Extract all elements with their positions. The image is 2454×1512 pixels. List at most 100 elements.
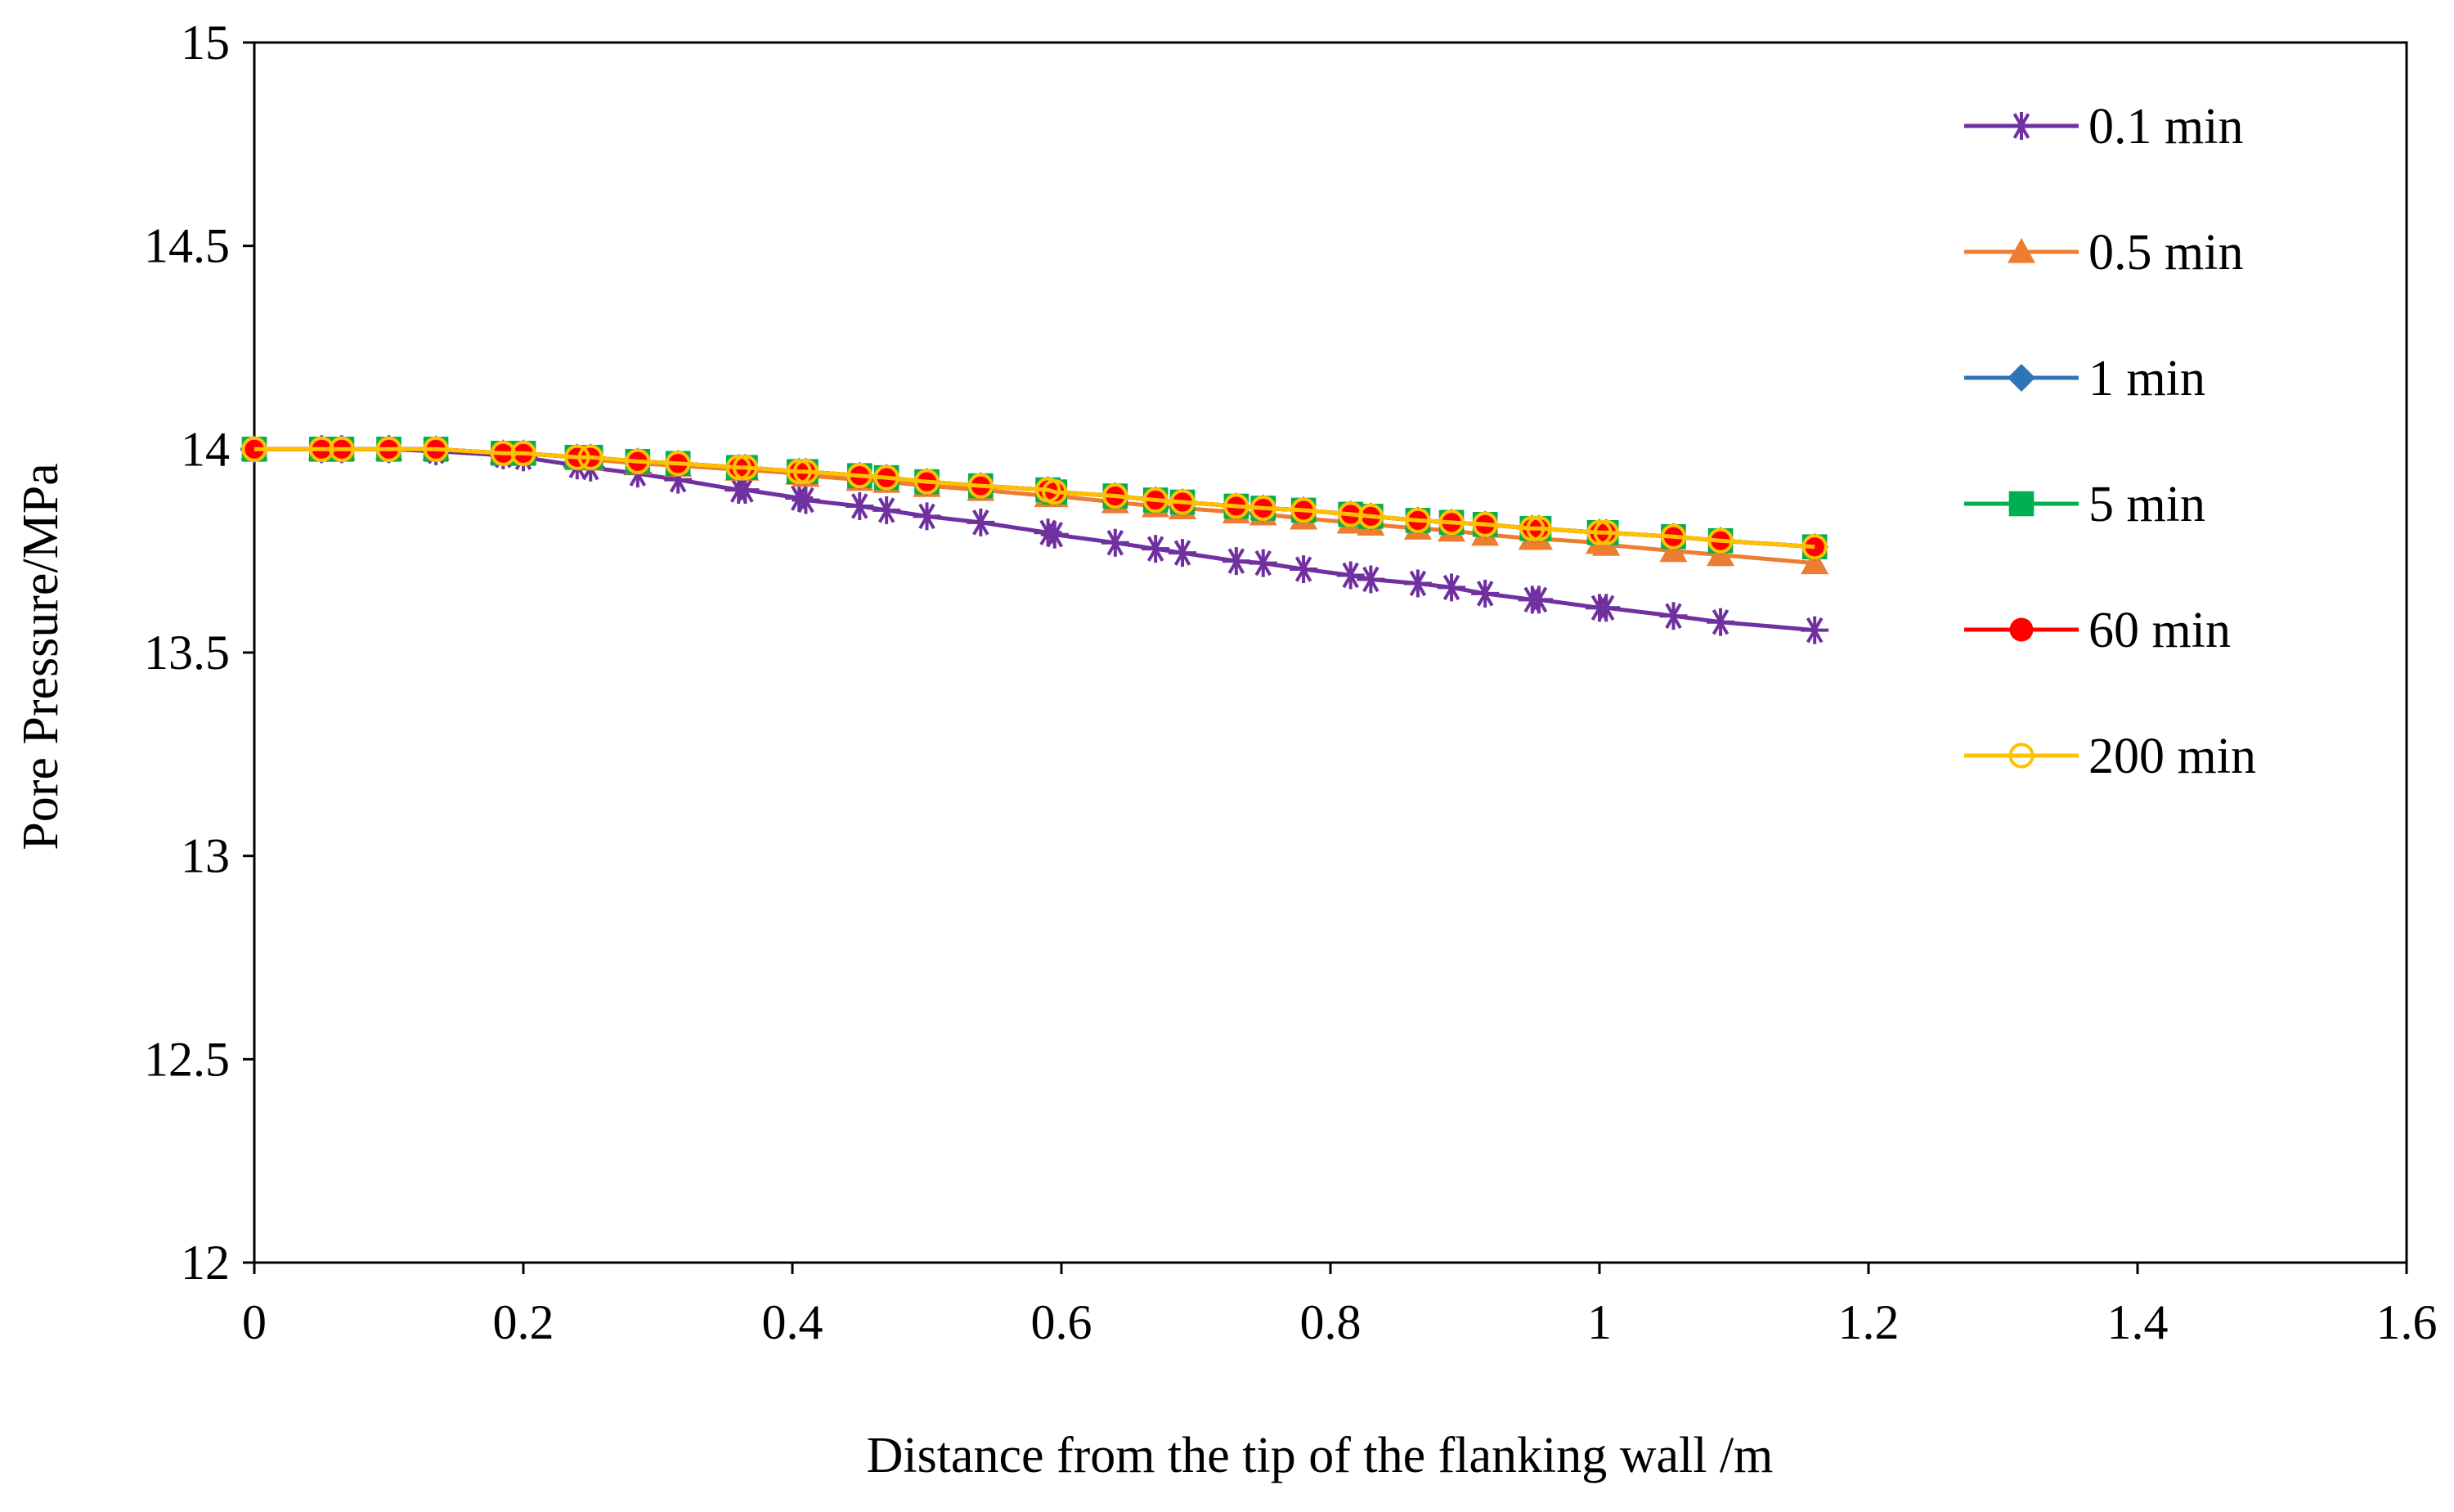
data-point bbox=[1519, 515, 1546, 541]
data-point bbox=[1438, 573, 1466, 602]
y-tick-label: 13.5 bbox=[144, 626, 230, 680]
open-circle-shape bbox=[308, 436, 334, 462]
legend-marker bbox=[2008, 112, 2035, 140]
open-circle-shape bbox=[1472, 511, 1498, 537]
data-point bbox=[1801, 534, 1828, 560]
series-200-min bbox=[241, 436, 1828, 560]
open-circle-shape bbox=[967, 473, 994, 499]
legend-item: 5 min bbox=[1964, 477, 2205, 532]
data-point bbox=[913, 502, 941, 531]
open-circle-shape bbox=[1290, 497, 1317, 523]
y-tick-label: 14.5 bbox=[144, 219, 230, 273]
open-circle-shape bbox=[846, 463, 873, 489]
data-point bbox=[725, 455, 751, 481]
data-point bbox=[1438, 509, 1465, 536]
open-circle-shape bbox=[375, 436, 402, 462]
x-tick-label: 1.4 bbox=[2107, 1295, 2169, 1349]
open-circle-shape bbox=[1519, 515, 1546, 541]
data-point bbox=[1040, 520, 1069, 549]
legend-item: 0.1 min bbox=[1964, 99, 2243, 155]
square-shape bbox=[2008, 491, 2035, 517]
data-point bbox=[1169, 539, 1197, 568]
legend-item: 60 min bbox=[1964, 603, 2231, 658]
legend-item: 0.5 min bbox=[1964, 225, 2243, 280]
open-circle-shape bbox=[490, 440, 516, 466]
legend-marker bbox=[2009, 617, 2034, 642]
legend: 0.1 min 0.5 min 1 min 5 min 60 min 200 min bbox=[1964, 99, 2256, 784]
legend-label: 0.5 min bbox=[2088, 225, 2243, 280]
data-point bbox=[786, 459, 812, 485]
data-point bbox=[1403, 569, 1432, 598]
legend-label: 60 min bbox=[2088, 603, 2231, 658]
data-point bbox=[1101, 528, 1129, 557]
triangle-shape bbox=[1801, 549, 1829, 575]
data-point bbox=[1801, 549, 1829, 575]
data-point bbox=[967, 473, 994, 499]
x-tick-label: 0.2 bbox=[493, 1295, 554, 1349]
open-circle-shape bbox=[577, 444, 603, 470]
open-circle-shape bbox=[1250, 495, 1276, 522]
data-point bbox=[1250, 495, 1276, 522]
data-point bbox=[1336, 561, 1365, 590]
open-circle-shape bbox=[1338, 501, 1364, 527]
open-circle-shape bbox=[625, 448, 651, 474]
y-tick-label: 13 bbox=[181, 829, 230, 883]
open-circle-shape bbox=[1405, 507, 1431, 533]
legend-marker bbox=[2008, 491, 2035, 517]
open-circle-shape bbox=[732, 455, 759, 481]
x-tick-label: 0.8 bbox=[1300, 1295, 1362, 1349]
data-point bbox=[1142, 535, 1170, 563]
series-0-1-min bbox=[240, 435, 1829, 644]
data-point bbox=[873, 464, 900, 491]
data-point bbox=[1357, 503, 1384, 529]
open-circle-shape bbox=[1586, 519, 1613, 545]
data-point bbox=[1142, 487, 1169, 514]
open-circle-shape bbox=[1142, 487, 1169, 514]
x-tick-label: 1.6 bbox=[2376, 1295, 2438, 1349]
data-point bbox=[873, 496, 901, 524]
open-circle-shape bbox=[2008, 743, 2035, 769]
data-point bbox=[1169, 489, 1196, 515]
data-point bbox=[241, 436, 267, 462]
data-point bbox=[1357, 565, 1385, 594]
data-point bbox=[1290, 497, 1317, 523]
data-point bbox=[510, 440, 536, 466]
open-circle-shape bbox=[665, 451, 691, 477]
axes: 12 12.5 13 13.5 14 14.5 15 0 0.2 0.4 0.6 0.8 1 1.2 1.4… bbox=[144, 16, 2438, 1349]
data-point bbox=[308, 436, 334, 462]
open-circle-shape bbox=[564, 444, 590, 470]
legend-item: 1 min bbox=[1964, 351, 2205, 406]
data-point bbox=[967, 508, 995, 536]
data-point bbox=[1801, 616, 1829, 644]
open-circle-shape bbox=[1042, 478, 1068, 505]
open-circle-shape bbox=[792, 459, 819, 485]
open-circle-shape bbox=[1438, 509, 1465, 536]
open-circle-shape bbox=[1707, 527, 1734, 554]
data-point bbox=[1405, 507, 1431, 533]
data-point bbox=[913, 469, 940, 495]
open-circle-shape bbox=[913, 469, 940, 495]
data-point bbox=[577, 444, 603, 470]
open-circle-shape bbox=[1801, 534, 1828, 560]
data-point bbox=[329, 436, 355, 462]
legend-item: 200 min bbox=[1964, 729, 2256, 784]
data-point bbox=[1042, 478, 1068, 505]
data-point bbox=[1526, 515, 1552, 541]
data-point bbox=[732, 455, 759, 481]
x-axis-title: Distance from the tip of the flanking wa… bbox=[867, 1428, 1774, 1483]
data-point bbox=[1524, 586, 1553, 614]
y-tick-label: 12 bbox=[181, 1236, 230, 1290]
data-point bbox=[1593, 519, 1619, 545]
x-tick-label: 0.6 bbox=[1031, 1295, 1092, 1349]
x-tick-label: 0 bbox=[242, 1295, 267, 1349]
data-point bbox=[564, 444, 590, 470]
open-circle-shape bbox=[423, 436, 449, 462]
data-point bbox=[1223, 493, 1249, 519]
data-point bbox=[625, 448, 651, 474]
open-circle-shape bbox=[1593, 519, 1619, 545]
legend-marker bbox=[2008, 238, 2035, 263]
data-point bbox=[1707, 608, 1735, 636]
open-circle-shape bbox=[725, 455, 751, 481]
